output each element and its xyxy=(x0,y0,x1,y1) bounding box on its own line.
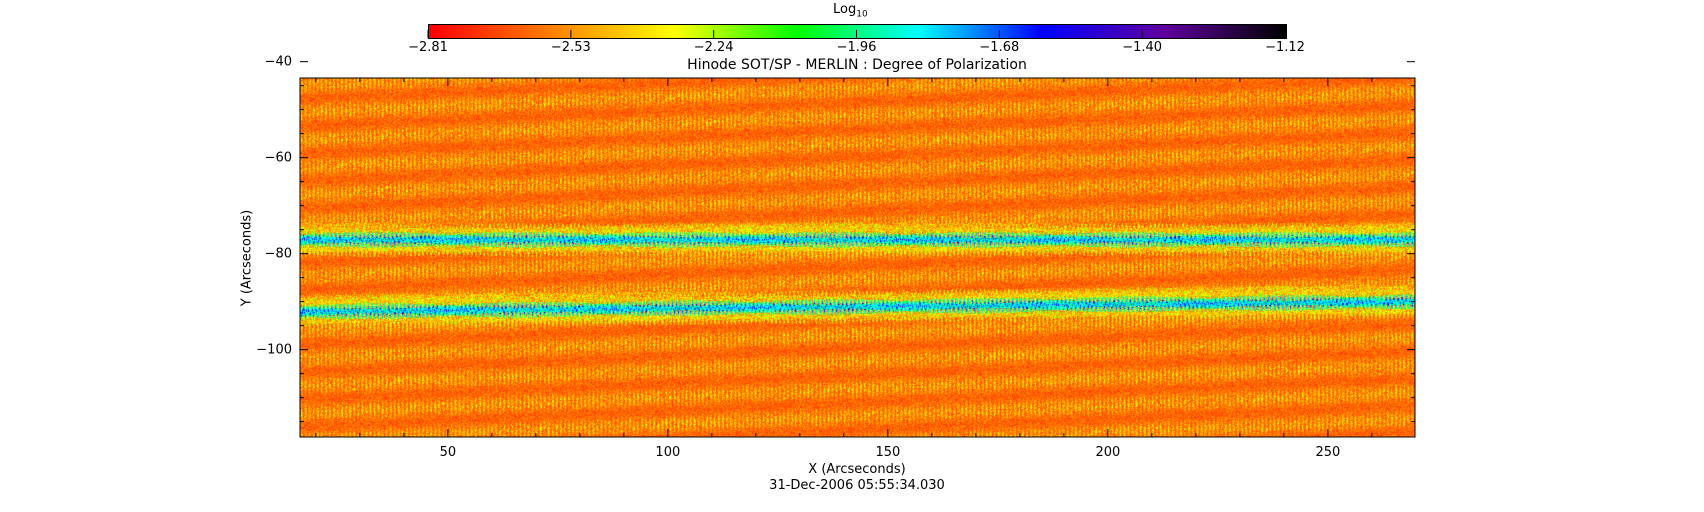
x-tick-label: 200 xyxy=(1095,445,1121,460)
colorbar-tick-label: −1.40 xyxy=(1122,40,1163,55)
y-axis-label: Y (Arcseconds) xyxy=(239,209,255,307)
x-tick-label: 100 xyxy=(655,445,681,460)
timestamp: 31-Dec-2006 05:55:34.030 xyxy=(769,478,945,493)
colorbar-tick-label: −2.81 xyxy=(408,40,448,55)
colorbar-tick-label: −1.12 xyxy=(1265,40,1305,55)
colorbar-label-sub: 10 xyxy=(856,9,868,20)
chart-title: Hinode SOT/SP - MERLIN : Degree of Polar… xyxy=(687,57,1027,73)
colorbar-tick-label: −2.24 xyxy=(693,40,734,55)
y-tick-label: −40 xyxy=(264,54,292,70)
colorbar-label: Log10 xyxy=(833,2,868,20)
colorbar-tick-label: −2.53 xyxy=(550,40,591,55)
y-tick-label: −80 xyxy=(264,246,292,262)
colorbar-tick-label: −1.68 xyxy=(979,40,1020,55)
colorbar-tick-label: −1.96 xyxy=(836,40,877,55)
heatmap-image xyxy=(300,78,1415,437)
x-tick-label: 250 xyxy=(1315,445,1341,460)
y-tick-label: −60 xyxy=(264,150,292,166)
y-tick-label: −100 xyxy=(256,342,292,358)
plot-frame xyxy=(299,77,1416,438)
colorbar-label-base: Log xyxy=(833,2,857,17)
x-tick-label: 50 xyxy=(439,445,457,460)
x-tick-label: 150 xyxy=(875,445,901,460)
x-axis-label: X (Arcseconds) xyxy=(808,462,906,477)
